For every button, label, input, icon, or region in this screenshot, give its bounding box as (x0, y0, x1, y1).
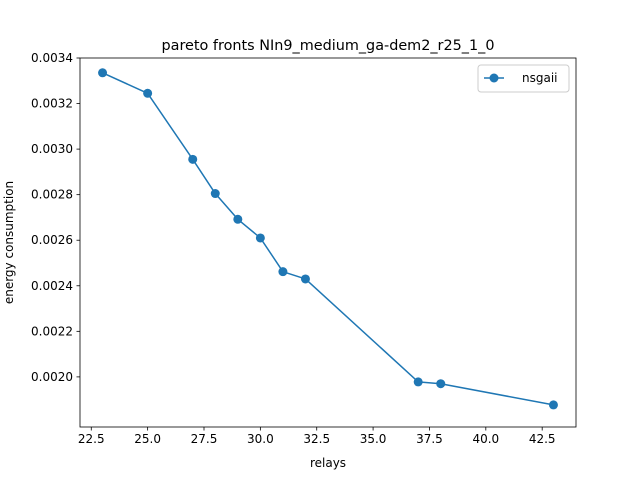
data-point (278, 267, 288, 277)
x-tick-label: 42.5 (529, 432, 556, 446)
data-point (210, 189, 220, 199)
y-tick-label: 0.0024 (31, 279, 73, 293)
y-tick-label: 0.0020 (31, 370, 73, 384)
y-tick-label: 0.0030 (31, 142, 73, 156)
y-tick-label: 0.0022 (31, 324, 73, 338)
x-tick-label: 27.5 (191, 432, 218, 446)
data-point (255, 233, 265, 243)
y-tick-label: 0.0034 (31, 51, 73, 65)
legend-label-nsgaii: nsgaii (522, 71, 558, 85)
data-point (300, 274, 310, 284)
data-point (233, 214, 243, 224)
data-point (548, 400, 558, 410)
x-tick-label: 30.0 (247, 432, 274, 446)
data-point (436, 379, 446, 389)
data-point (98, 68, 108, 78)
x-tick-label: 35.0 (360, 432, 387, 446)
y-axis-ticks: 0.0020 0.0022 0.0024 0.0026 0.0028 0.0030 0.00… (31, 51, 80, 384)
y-axis-label: energy consumption (2, 181, 16, 304)
legend: nsgaii (477, 64, 570, 93)
x-tick-label: 25.0 (134, 432, 161, 446)
x-tick-label: 37.5 (416, 432, 443, 446)
x-tick-label: 22.5 (78, 432, 105, 446)
data-point (143, 88, 153, 98)
data-point (188, 154, 198, 164)
y-tick-label: 0.0028 (31, 188, 73, 202)
legend-marker (489, 73, 499, 83)
plot-frame (79, 57, 577, 428)
x-axis-label: relays (310, 456, 346, 470)
x-axis-ticks: 22.5 25.0 27.5 30.0 32.5 35.0 37.5 40.0 42.5 (78, 427, 556, 446)
chart-title: pareto fronts NIn9_medium_ga-dem2_r25_1_… (162, 38, 495, 54)
series-layer (98, 68, 558, 410)
legend-box (477, 64, 570, 93)
y-tick-label: 0.0032 (31, 97, 73, 111)
y-tick-label: 0.0026 (31, 233, 73, 247)
data-point (413, 377, 423, 387)
x-tick-label: 32.5 (303, 432, 330, 446)
x-tick-label: 40.0 (472, 432, 499, 446)
